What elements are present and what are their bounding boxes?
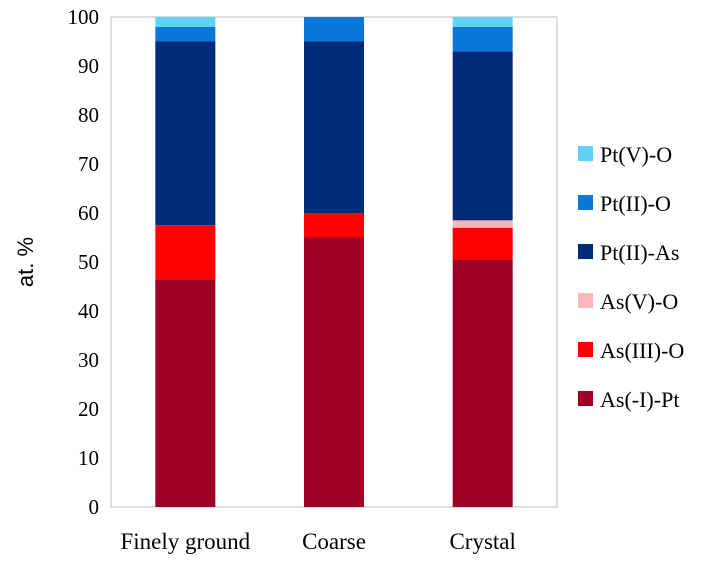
legend: Pt(V)-O Pt(II)-O Pt(II)-As As(V)-O As(III)-O… [578, 142, 684, 412]
legend-swatch [578, 342, 593, 357]
bars-layer [155, 17, 513, 507]
legend-label: As(-I)-Pt [600, 387, 679, 412]
y-tick-label: 100 [68, 5, 100, 29]
y-axis: 0 10 20 30 40 50 60 70 80 90 100 [68, 5, 100, 519]
y-tick-label: 90 [78, 54, 99, 78]
x-tick-label: Coarse [302, 529, 366, 554]
legend-swatch [578, 391, 593, 406]
legend-label: As(V)-O [600, 289, 678, 314]
bar-segment-coarse-as-iii-o [304, 213, 364, 238]
legend-swatch [578, 195, 593, 210]
y-tick-label: 10 [78, 446, 99, 470]
bar-segment-crystal-pt-ii-o [452, 26, 513, 52]
y-tick-label: 20 [78, 397, 99, 421]
y-axis-label: at. % [13, 237, 38, 287]
legend-swatch [578, 146, 593, 161]
bar-segment-crystal-pt-ii-as [452, 51, 513, 221]
x-tick-label: Crystal [449, 529, 515, 554]
bar-segment-finely-ground-pt-v-o [155, 17, 216, 27]
bar-segment-coarse-as-i-pt [304, 237, 364, 507]
y-tick-label: 70 [78, 152, 99, 176]
bar-segment-coarse-pt-ii-as [304, 41, 364, 213]
x-axis: Finely ground Coarse Crystal [120, 529, 515, 554]
legend-label: Pt(II)-As [600, 240, 679, 265]
bar-segment-crystal-as-i-pt [452, 259, 513, 507]
bar-segment-coarse-pt-ii-o [304, 17, 364, 42]
bar-segment-finely-ground-as-i-pt [155, 279, 216, 507]
legend-label: As(III)-O [600, 338, 684, 363]
y-tick-label: 50 [78, 250, 99, 274]
bar-segment-crystal-as-v-o [452, 220, 513, 228]
y-tick-label: 40 [78, 299, 99, 323]
y-tick-label: 30 [78, 348, 99, 372]
legend-label: Pt(V)-O [600, 142, 672, 167]
bar-segment-crystal-as-iii-o [452, 227, 513, 260]
x-tick-label: Finely ground [120, 529, 250, 554]
legend-swatch [578, 244, 593, 259]
legend-swatch [578, 293, 593, 308]
bar-segment-crystal-pt-v-o [452, 17, 513, 27]
y-tick-label: 80 [78, 103, 99, 127]
legend-label: Pt(II)-O [600, 191, 671, 216]
y-tick-label: 0 [89, 495, 100, 519]
bar-segment-finely-ground-pt-ii-as [155, 41, 216, 226]
bar-segment-finely-ground-as-iii-o [155, 225, 216, 280]
y-tick-label: 60 [78, 201, 99, 225]
bar-segment-finely-ground-pt-ii-o [155, 26, 216, 42]
